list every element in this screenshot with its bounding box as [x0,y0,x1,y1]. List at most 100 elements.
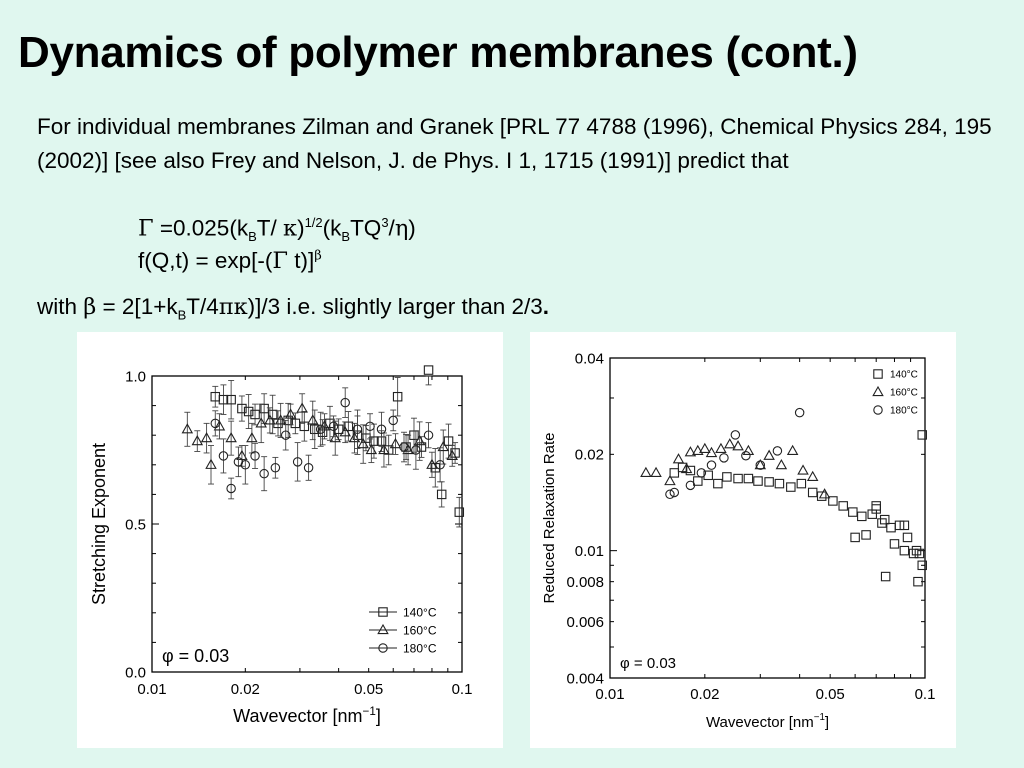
data-point [181,423,194,434]
data-point [399,442,409,452]
data-point [715,442,727,453]
x-tick-label: 0.05 [354,681,383,698]
beta-symbol: β [83,294,97,320]
eq1-sub-b2: B [341,229,351,244]
data-point [436,489,447,500]
data-point [340,397,350,408]
x-axis-label: Wavevector [nm−1] [233,705,381,726]
with-part2: = 2[1+k [96,294,178,319]
stretching-exponent-plot: 0.01 0.02 0.05 0.1 0.0 0.5 1.0 Wavevector [nm−1… [89,365,472,726]
intro-paragraph: For individual membranes Zilman and Gran… [37,114,992,173]
data-point [692,444,704,456]
data-point [315,424,326,435]
data-point [317,427,328,437]
data-point [816,491,827,501]
data-point [775,459,788,470]
y-tick-label: 0.006 [566,614,604,631]
data-point [722,472,732,482]
data-point [850,532,860,543]
x-tick-label: 0.02 [231,681,260,698]
data-point [786,482,796,492]
data-point [886,522,896,533]
data-point [218,451,229,461]
data-point [306,414,319,425]
data-point [857,511,867,522]
data-point [218,394,229,405]
data-point [774,478,785,489]
x-tick-label: 0.01 [137,681,166,698]
data-point [435,460,445,470]
eq1-exponent: 1/2 [304,215,323,230]
x-axis-label: Wavevector [nm−1] [706,712,829,731]
data-point [446,449,458,461]
with-part3: T/4 [186,294,219,319]
eta-symbol: η [394,215,409,242]
relaxation-rate-chart: 0.01 0.02 0.05 0.1 0.004 0.006 0.008 0.01 0.02 0.… [530,332,956,748]
data-point [264,414,276,425]
data-point [672,453,685,464]
data-point [838,501,848,511]
data-point [786,444,799,456]
eq1-part3: ) [297,215,305,241]
data-point [848,507,858,517]
data-point [383,445,394,455]
x-tick-label: 0.05 [816,686,845,703]
slide-title: Dynamics of polymer membranes (cont.) [18,28,858,77]
data-point [416,442,427,452]
pi-kappa-symbols: πκ [218,294,248,320]
series-triangle [640,438,831,499]
data-point [392,391,403,402]
data-point [664,474,676,486]
eq1-part7: ) [408,215,416,241]
data-point [267,409,278,420]
data-point [806,470,819,482]
data-point [389,437,402,449]
legend-marker [377,623,389,635]
data-point [889,539,900,549]
data-point [742,444,755,456]
data-point [913,576,923,587]
data-point [225,431,237,443]
gamma-symbol: Γ [272,248,289,274]
beta-definition: with β = 2[1+kBT/4πκ)]/3 i.e. slightly l… [37,294,549,323]
eq2-part1: f(Q,t) = exp[-( [138,248,273,273]
legend-label: 180°C [403,641,437,655]
data-point [665,489,675,500]
data-point [705,446,718,458]
data-point [240,460,251,470]
data-point [413,434,426,446]
data-point [713,478,723,489]
data-point [348,431,361,443]
data-point [680,462,693,474]
data-point [754,459,767,470]
data-point [365,443,378,455]
data-point [794,407,805,418]
with-part1: with [37,294,84,319]
data-point [917,430,927,440]
legend-marker [378,607,388,617]
x-tick-label: 0.02 [690,686,719,703]
phi-annotation: φ = 0.03 [620,655,676,672]
data-point [796,478,807,489]
data-point [763,449,775,460]
data-point [303,463,314,473]
data-point [753,476,763,486]
y-tick-label: 0.01 [575,543,604,560]
eq2-part2: t)] [288,248,315,273]
data-point [280,430,291,440]
data-point [246,431,258,443]
data-point [292,457,303,467]
data-point [423,430,434,440]
y-axis-label: Stretching Exponent [89,443,109,605]
data-point [200,431,213,443]
data-point [259,468,269,479]
data-point [685,480,696,491]
series-triangle [181,393,458,485]
data-point [908,548,919,559]
data-point [437,440,450,452]
data-point [871,501,881,511]
data-point [454,507,465,517]
y-tick-label: 0.5 [125,516,146,533]
data-point [210,418,221,429]
y-tick-label: 0.004 [566,670,604,687]
